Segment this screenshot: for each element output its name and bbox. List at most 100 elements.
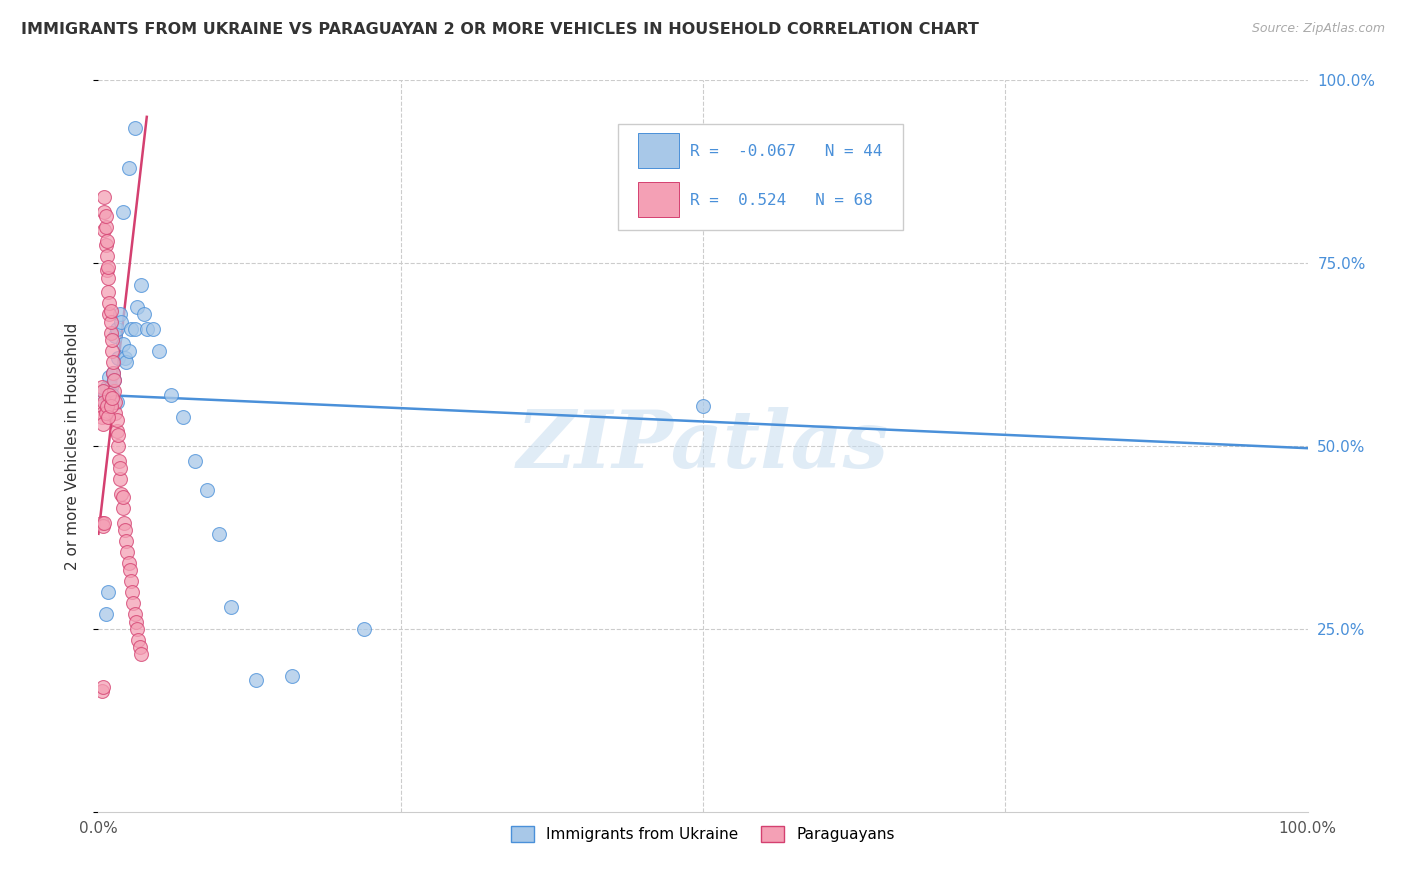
Point (127, 632, 149, 647)
Point (107, 351, 129, 366)
Point (97, 270, 120, 285)
Point (96, 380, 118, 394)
Point (91, 684, 114, 698)
Point (98, 296, 121, 310)
Point (208, 526, 231, 541)
Point (91, 384, 114, 399)
Point (97, 285, 120, 300)
Point (100, 388, 122, 402)
Point (112, 516, 135, 530)
Point (94, 209, 117, 223)
Point (91, 409, 114, 424)
Point (91, 380, 114, 394)
Text: IMMIGRANTS FROM UKRAINE VS PARAGUAYAN 2 OR MORE VEHICLES IN HOUSEHOLD CORRELATIO: IMMIGRANTS FROM UKRAINE VS PARAGUAYAN 2 … (21, 22, 979, 37)
Point (103, 373, 125, 387)
Point (96, 263, 118, 277)
Point (98, 388, 121, 402)
Point (101, 355, 124, 369)
Point (97, 585, 120, 599)
Point (142, 322, 165, 336)
Point (104, 329, 127, 343)
Point (93, 205, 115, 219)
Point (104, 395, 127, 409)
Point (115, 355, 138, 369)
Text: R =  -0.067   N = 44: R = -0.067 N = 44 (690, 144, 882, 159)
Point (121, 585, 143, 599)
Point (105, 413, 128, 427)
Point (103, 373, 125, 387)
Point (100, 395, 122, 409)
Point (111, 490, 134, 504)
Point (93, 516, 115, 530)
Y-axis label: 2 or more Vehicles in Household: 2 or more Vehicles in Household (65, 322, 80, 570)
Point (353, 622, 375, 636)
Text: Source: ZipAtlas.com: Source: ZipAtlas.com (1251, 22, 1385, 36)
Point (108, 472, 131, 486)
Point (127, 300, 149, 314)
FancyBboxPatch shape (638, 182, 679, 218)
Point (125, 615, 148, 629)
FancyBboxPatch shape (619, 124, 903, 230)
Point (108, 453, 131, 467)
Point (184, 453, 207, 467)
Point (101, 366, 124, 380)
Point (100, 343, 122, 358)
Point (91, 417, 114, 431)
Point (111, 336, 134, 351)
Point (97, 260, 120, 274)
Point (94, 219, 117, 234)
Point (91, 392, 114, 406)
Point (94, 399, 117, 413)
Point (118, 161, 141, 175)
Point (124, 120, 146, 135)
Point (91, 406, 114, 420)
Point (120, 322, 142, 336)
Point (120, 574, 142, 589)
Point (114, 351, 136, 366)
Point (692, 399, 714, 413)
Point (100, 315, 122, 329)
Point (148, 343, 170, 358)
Point (124, 322, 146, 336)
Point (111, 501, 134, 516)
Point (160, 388, 183, 402)
Point (100, 380, 122, 394)
Point (124, 607, 146, 622)
Point (98, 369, 121, 384)
Point (97, 409, 120, 424)
Point (91, 516, 114, 530)
Point (122, 596, 145, 610)
Point (118, 343, 141, 358)
Point (281, 669, 304, 683)
Point (100, 303, 122, 318)
Text: ZIPatlas: ZIPatlas (517, 408, 889, 484)
Point (91, 681, 114, 695)
Legend: Immigrants from Ukraine, Paraguayans: Immigrants from Ukraine, Paraguayans (505, 820, 901, 848)
Point (107, 428, 129, 442)
Point (91, 399, 114, 413)
Point (101, 366, 124, 380)
Point (97, 395, 120, 409)
Point (105, 395, 128, 409)
Point (245, 673, 267, 687)
Point (172, 409, 194, 424)
Point (117, 545, 139, 559)
Point (107, 439, 129, 453)
Point (118, 563, 141, 577)
Text: R =  0.524   N = 68: R = 0.524 N = 68 (690, 194, 873, 209)
Point (104, 406, 127, 420)
Point (91, 519, 114, 533)
Point (96, 399, 118, 413)
Point (108, 307, 131, 321)
Point (127, 622, 149, 636)
Point (105, 322, 128, 336)
Point (129, 648, 152, 662)
Point (98, 307, 121, 321)
Point (94, 406, 117, 420)
Point (129, 278, 152, 293)
Point (100, 326, 122, 340)
Point (110, 486, 132, 500)
FancyBboxPatch shape (638, 133, 679, 168)
Point (100, 333, 122, 347)
Point (110, 315, 132, 329)
